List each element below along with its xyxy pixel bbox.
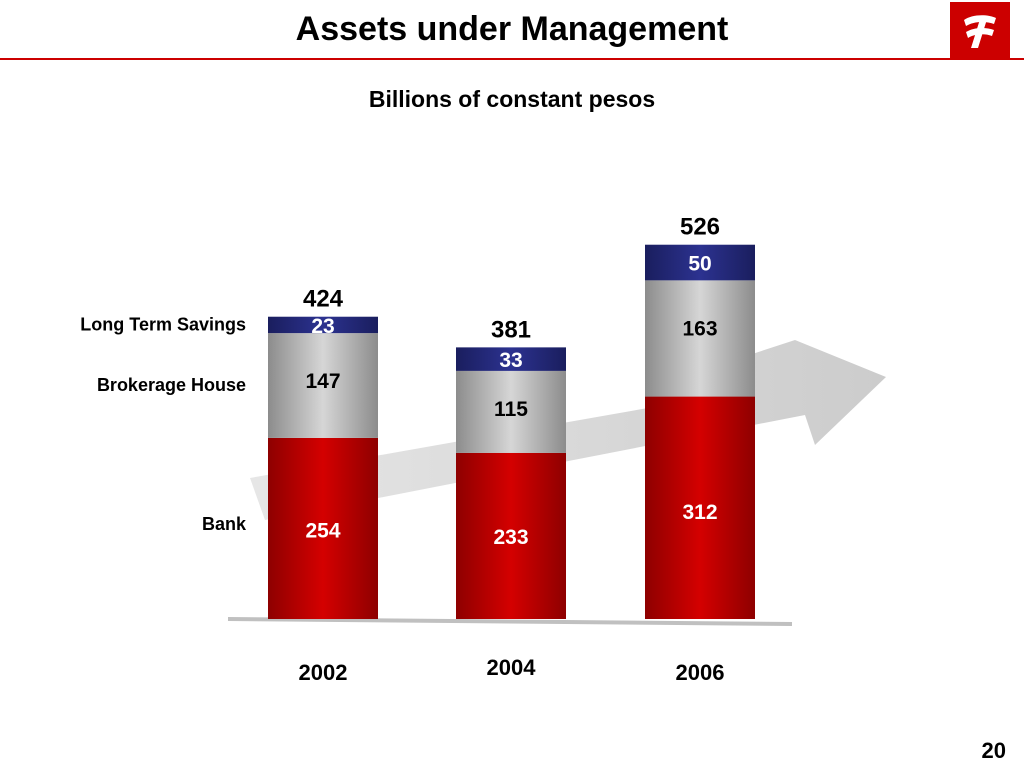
legend-label-lts: Long Term Savings	[80, 315, 246, 335]
total-label-2004: 381	[491, 316, 531, 343]
bar-segment-lts-2006	[645, 244, 755, 281]
bar-segment-lts-2002	[268, 316, 378, 334]
x-tick-label-2004: 2004	[487, 655, 537, 680]
growth-arrow-icon	[250, 340, 886, 520]
legend: Bank Brokerage House Long Term Savings	[80, 315, 247, 534]
data-label-brokerage-2006: 163	[682, 317, 717, 340]
legend-label-bank: Bank	[202, 514, 247, 534]
bar-segment-lts-2004	[456, 347, 566, 371]
chart-subtitle: Billions of constant pesos	[368, 86, 656, 112]
title-divider	[0, 58, 1024, 60]
data-label-lts-2002: 23	[311, 315, 334, 338]
data-label-bank-2006: 312	[682, 501, 717, 524]
data-label-bank-2004: 233	[493, 526, 528, 549]
data-label-brokerage-2004: 115	[494, 398, 528, 421]
page-title: Assets under Management	[295, 10, 729, 48]
chart-baseline	[227, 617, 793, 626]
data-label-brokerage-2002: 147	[305, 370, 340, 393]
bar-segment-bank-2002	[268, 437, 378, 619]
total-label-2006: 526	[680, 214, 720, 241]
legend-label-brokerage: Brokerage House	[97, 375, 246, 395]
x-tick-label-2006: 2006	[676, 660, 725, 685]
bar-segment-brokerage-2002	[268, 333, 378, 438]
total-label-2002: 424	[303, 286, 344, 313]
data-label-bank-2002: 254	[305, 520, 340, 543]
banorte-logo-icon	[950, 2, 1010, 59]
data-label-lts-2006: 50	[688, 253, 711, 276]
data-label-lts-2004: 33	[499, 349, 522, 372]
x-tick-label-2002: 2002	[299, 660, 348, 685]
bar-segment-bank-2004	[456, 452, 566, 619]
bar-segment-bank-2006	[645, 396, 755, 619]
bar-segment-brokerage-2004	[456, 370, 566, 453]
page-number: 20	[981, 738, 1006, 763]
bar-segment-brokerage-2006	[645, 280, 755, 397]
